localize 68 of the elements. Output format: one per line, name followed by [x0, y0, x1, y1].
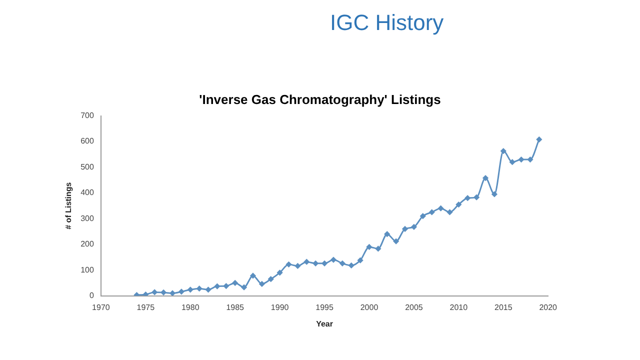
y-axis-title: # of Listings — [64, 182, 74, 230]
point — [456, 202, 462, 208]
point — [223, 283, 229, 289]
x-tick-label: 2015 — [494, 302, 513, 312]
point — [375, 246, 381, 252]
point — [178, 288, 184, 294]
point — [518, 156, 524, 162]
y-tick-label: 500 — [80, 162, 94, 172]
point — [232, 280, 238, 286]
chart-subtitle: 'Inverse Gas Chromatography' Listings — [198, 92, 442, 107]
point — [527, 156, 533, 162]
x-tick-label: 1980 — [181, 302, 200, 312]
point — [241, 284, 247, 290]
point — [536, 136, 542, 142]
point — [312, 260, 318, 266]
point — [286, 262, 292, 268]
point — [446, 209, 452, 215]
x-tick-label: 1995 — [316, 302, 334, 312]
point — [411, 224, 417, 230]
point — [429, 209, 435, 215]
point — [366, 244, 372, 250]
point — [304, 259, 310, 265]
point — [464, 195, 470, 201]
point — [402, 226, 408, 232]
point — [170, 290, 176, 296]
point — [474, 194, 480, 200]
y-tick-label: 600 — [80, 136, 94, 146]
x-tick-label: 1975 — [136, 302, 156, 312]
point — [348, 262, 354, 268]
y-tick-label: 100 — [80, 265, 94, 274]
point — [294, 263, 300, 269]
point — [152, 289, 158, 295]
point — [438, 206, 444, 212]
point — [322, 260, 328, 266]
chart-title: IGC History — [330, 10, 444, 36]
x-tick-label: 1985 — [226, 302, 245, 312]
point — [160, 290, 166, 296]
y-tick-label: 200 — [80, 240, 94, 249]
x-tick-label: 2020 — [539, 302, 558, 312]
y-tick-label: 700 — [80, 111, 94, 120]
point — [330, 257, 336, 263]
point — [268, 276, 274, 282]
point — [358, 258, 364, 264]
x-tick-label: 1990 — [270, 302, 290, 312]
x-tick-label: 2000 — [360, 302, 379, 312]
x-tick-label: 1970 — [92, 302, 110, 312]
y-tick-label: 300 — [80, 214, 94, 223]
point — [482, 175, 488, 181]
point — [420, 213, 426, 219]
point — [196, 286, 202, 292]
point — [500, 148, 506, 154]
x-tick-label: 2005 — [405, 302, 424, 312]
point — [492, 191, 498, 197]
point — [206, 286, 212, 292]
point — [510, 159, 516, 165]
x-tick-label: 2010 — [450, 302, 468, 312]
point — [393, 238, 399, 244]
point — [250, 272, 256, 278]
point — [142, 292, 148, 296]
point — [214, 284, 220, 290]
x-axis-title: Year — [316, 319, 333, 328]
point — [277, 270, 283, 276]
point — [259, 281, 265, 287]
point — [384, 231, 390, 237]
y-tick-label: 400 — [80, 188, 94, 198]
point — [188, 286, 194, 292]
point — [340, 260, 346, 266]
y-tick-label: 0 — [89, 291, 94, 300]
